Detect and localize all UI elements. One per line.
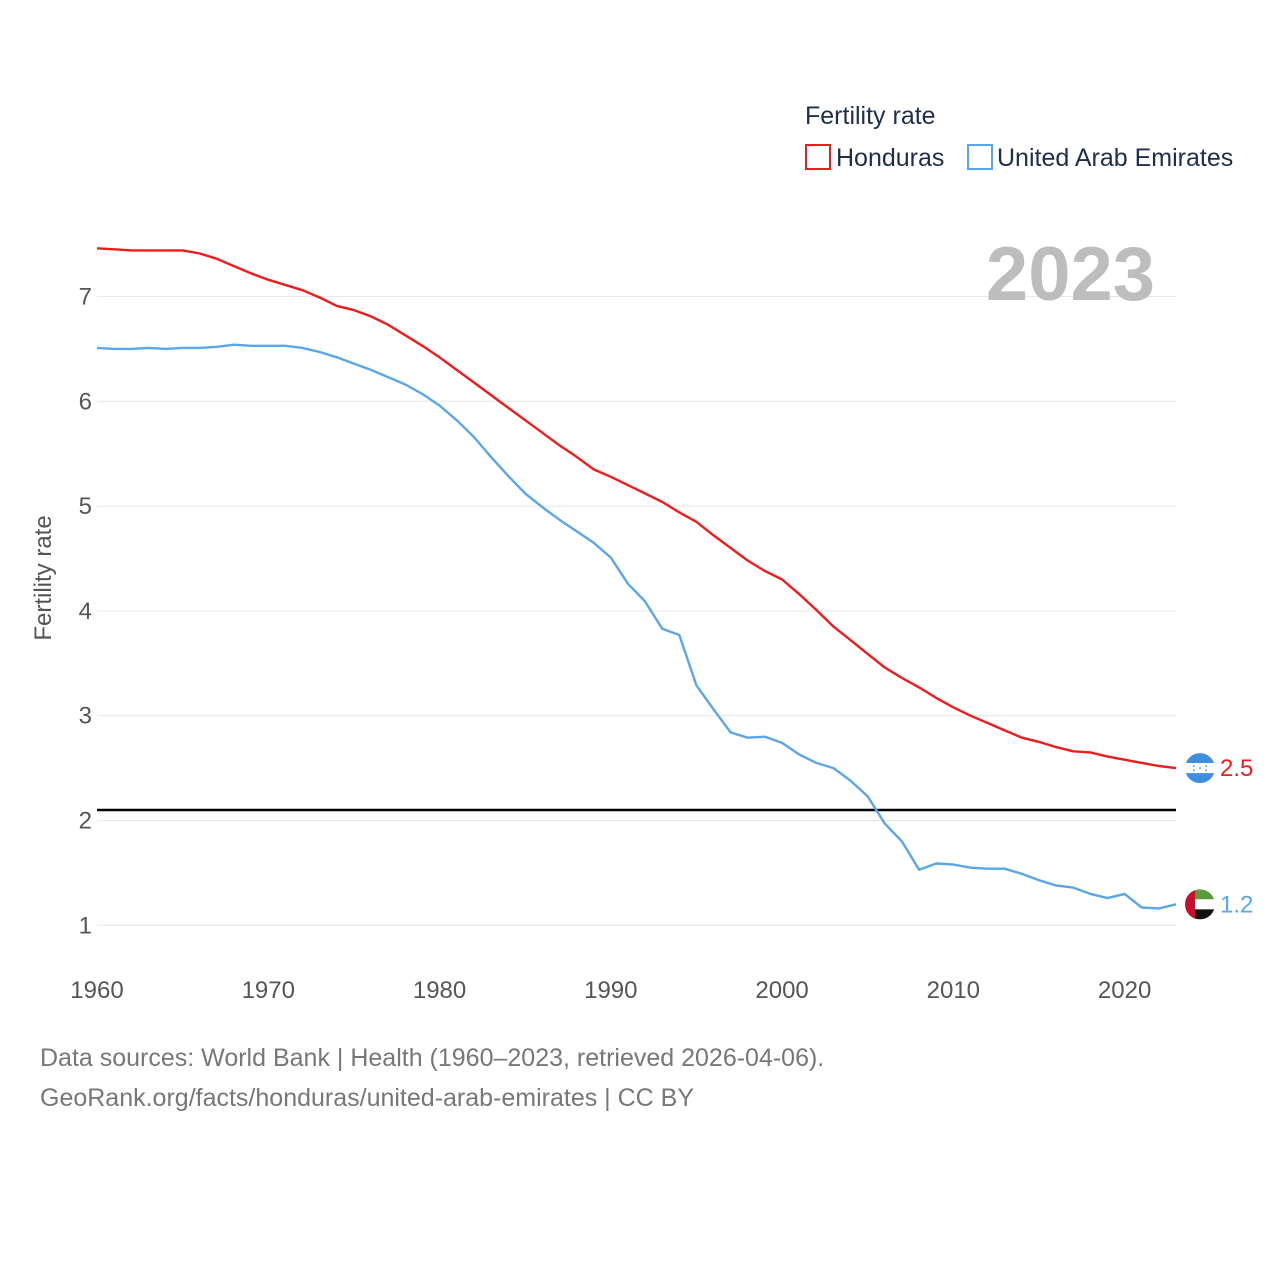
footer-attribution: GeoRank.org/facts/honduras/united-arab-e… <box>40 1084 695 1112</box>
series-lines <box>96 247 1177 910</box>
legend-item-united-arab-emirates[interactable]: United Arab Emirates <box>967 144 1233 172</box>
x-tick-labels: 1960 1970 1980 1990 2000 2010 2020 <box>70 977 1151 1004</box>
end-value-label-united-arab-emirates: 1.2 <box>1220 891 1253 918</box>
year-watermark: 2023 <box>986 232 1155 317</box>
legend-label-united-arab-emirates: United Arab Emirates <box>997 144 1233 172</box>
x-tick-label-1980: 1980 <box>413 977 466 1004</box>
x-tick-label-2020: 2020 <box>1098 977 1151 1004</box>
x-tick-label-1970: 1970 <box>242 977 295 1004</box>
grid-lines <box>97 296 1176 926</box>
y-tick-labels: 1 2 3 4 5 6 7 <box>79 284 92 940</box>
legend-item-honduras[interactable]: Honduras <box>805 144 944 172</box>
honduras-flag-icon <box>1185 753 1215 784</box>
uae-flag-icon <box>1185 889 1215 920</box>
legend-label-honduras: Honduras <box>836 144 944 172</box>
legend-swatch-united-arab-emirates <box>967 144 993 170</box>
y-tick-label-3: 3 <box>79 703 92 730</box>
y-axis-label: Fertility rate <box>30 515 57 640</box>
series-line-honduras <box>96 247 1177 770</box>
y-tick-label-4: 4 <box>79 598 92 625</box>
x-tick-label-1960: 1960 <box>70 977 123 1004</box>
legend-swatch-honduras <box>805 144 831 170</box>
end-value-label-honduras: 2.5 <box>1220 755 1253 782</box>
y-tick-label-5: 5 <box>79 493 92 520</box>
x-tick-label-2010: 2010 <box>927 977 980 1004</box>
footer-source: Data sources: World Bank | Health (1960–… <box>40 1044 825 1072</box>
series-end-markers: 2.5 1.2 <box>1185 753 1253 920</box>
legend: Fertility rate Honduras United Arab Emir… <box>805 102 1233 172</box>
x-tick-label-2000: 2000 <box>755 977 808 1004</box>
y-tick-label-7: 7 <box>79 284 92 311</box>
y-tick-label-1: 1 <box>79 912 92 939</box>
y-tick-label-2: 2 <box>79 808 92 835</box>
x-tick-label-1990: 1990 <box>584 977 637 1004</box>
series-line-united-arab-emirates <box>96 343 1177 910</box>
legend-title: Fertility rate <box>805 102 936 130</box>
y-tick-label-6: 6 <box>79 388 92 415</box>
